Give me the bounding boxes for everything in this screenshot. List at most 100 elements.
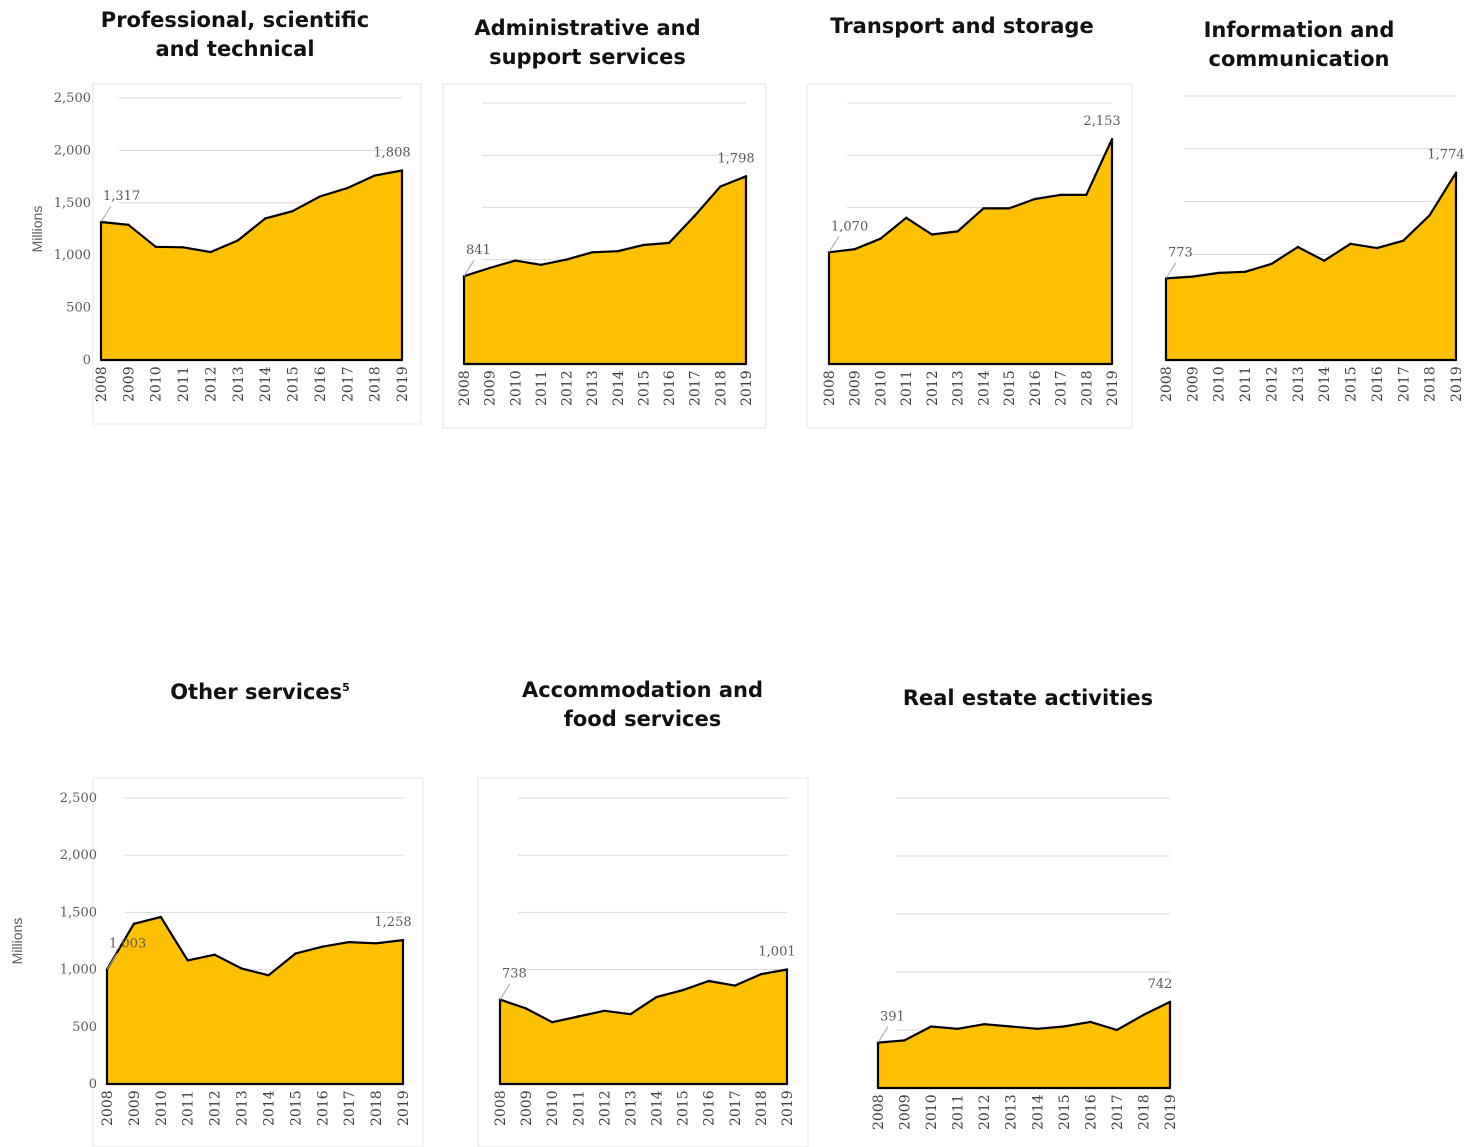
chart-title: Real estate activities xyxy=(878,684,1178,713)
x-tick-label: 2016 xyxy=(702,1090,718,1126)
data-label-leader xyxy=(877,1026,889,1043)
data-point xyxy=(1115,1028,1119,1032)
x-tick-label: 2012 xyxy=(597,1090,613,1126)
x-tick-label: 2010 xyxy=(924,1094,940,1130)
x-tick-label: 2013 xyxy=(1004,1094,1020,1130)
data-point xyxy=(1007,207,1011,210)
data-point xyxy=(693,214,696,217)
data-point xyxy=(956,230,959,233)
x-tick-label: 2012 xyxy=(203,366,219,402)
data-point xyxy=(400,169,404,172)
data-point xyxy=(1270,262,1273,266)
data-label-leader xyxy=(106,952,118,970)
y-tick-label: 1,000 xyxy=(54,248,91,263)
x-tick-label: 2015 xyxy=(1344,366,1360,402)
x-tick-label: 2018 xyxy=(1136,1094,1152,1130)
chart-title-text: Professional, scientific and technical xyxy=(100,8,370,62)
x-tick-label: 2017 xyxy=(1110,1094,1126,1130)
x-tick-label: 2014 xyxy=(611,370,627,406)
plot-frame xyxy=(92,83,422,425)
x-tick-label: 2017 xyxy=(688,370,704,406)
x-tick-label: 2010 xyxy=(154,1090,170,1126)
data-point xyxy=(514,259,517,262)
x-tick-label: 2014 xyxy=(261,1090,277,1126)
x-tick-label: 2019 xyxy=(395,366,411,402)
data-point xyxy=(132,922,136,925)
data-point xyxy=(291,210,294,213)
y-tick-label: 1,500 xyxy=(54,196,91,211)
x-tick-label: 2008 xyxy=(94,366,110,402)
x-tick-label: 2008 xyxy=(457,370,473,406)
y-tick-label: 0 xyxy=(83,353,91,368)
data-point xyxy=(577,1015,580,1018)
y-tick-label: 2,500 xyxy=(60,791,97,806)
chart-title: Transport and storage xyxy=(812,12,1112,41)
x-tick-label: 2009 xyxy=(1185,366,1201,402)
data-point xyxy=(1402,239,1405,242)
x-tick-label: 2014 xyxy=(1317,366,1333,402)
data-point xyxy=(930,233,934,236)
x-tick-label: 2016 xyxy=(1370,366,1386,402)
y-tick-label: 500 xyxy=(66,301,91,316)
chart-title: Accommodation and food services xyxy=(505,676,780,735)
chart-title-text: Real estate activities xyxy=(902,686,1154,710)
x-tick-label: 2013 xyxy=(623,1090,639,1126)
y-tick-label: 500 xyxy=(72,1020,97,1035)
data-label: 1,258 xyxy=(374,915,411,930)
y-tick-label: 1,000 xyxy=(60,963,97,978)
x-tick-label: 2013 xyxy=(585,370,601,406)
x-tick-label: 2013 xyxy=(235,1090,251,1126)
x-tick-label: 2017 xyxy=(1054,370,1070,406)
data-point xyxy=(373,174,376,177)
data-label: 1,070 xyxy=(831,219,868,234)
data-point xyxy=(1349,242,1352,245)
plot-frame xyxy=(442,83,767,429)
y-axis-label: Millions xyxy=(9,918,25,965)
x-tick-label: 2016 xyxy=(315,1090,331,1126)
data-point xyxy=(264,217,267,220)
x-tick-label: 2008 xyxy=(822,370,838,406)
x-tick-label: 2017 xyxy=(1396,366,1412,402)
x-tick-label: 2011 xyxy=(181,1090,197,1126)
data-point xyxy=(374,942,378,945)
data-label: 1,317 xyxy=(103,189,140,204)
data-label: 1,798 xyxy=(717,151,754,166)
x-tick-label: 2019 xyxy=(1449,366,1465,402)
data-point xyxy=(1062,1025,1066,1028)
x-tick-label: 2008 xyxy=(1159,366,1175,402)
data-point xyxy=(186,959,189,962)
data-label: 1,774 xyxy=(1427,148,1464,163)
x-tick-label: 2010 xyxy=(149,366,165,402)
data-point xyxy=(1033,197,1037,201)
data-label: 738 xyxy=(502,967,527,982)
chart-title-text: Administrative and support services xyxy=(474,16,701,70)
data-point xyxy=(1191,275,1194,278)
x-tick-label: 2017 xyxy=(340,366,356,402)
x-tick-label: 2015 xyxy=(676,1090,692,1126)
data-label-leader xyxy=(463,259,475,277)
y-tick-label: 0 xyxy=(89,1077,97,1092)
x-tick-label: 2017 xyxy=(342,1090,358,1126)
data-point xyxy=(294,952,297,955)
x-tick-label: 2015 xyxy=(286,366,302,402)
x-tick-label: 2009 xyxy=(898,1094,914,1130)
data-point xyxy=(1059,193,1062,197)
data-label: 742 xyxy=(1148,977,1173,992)
chart-title-text: Information and communication xyxy=(1203,18,1395,72)
data-point xyxy=(707,979,710,983)
data-point xyxy=(1454,171,1458,174)
data-point xyxy=(983,1022,986,1026)
data-point xyxy=(1085,193,1088,197)
data-point xyxy=(905,216,908,219)
x-tick-label: 2010 xyxy=(545,1090,561,1126)
data-point xyxy=(603,1009,606,1012)
x-tick-label: 2010 xyxy=(508,370,524,406)
x-tick-label: 2018 xyxy=(754,1090,770,1126)
data-point xyxy=(346,186,349,190)
data-point xyxy=(1428,214,1431,217)
data-point xyxy=(982,207,985,210)
x-tick-label: 2015 xyxy=(288,1090,304,1126)
